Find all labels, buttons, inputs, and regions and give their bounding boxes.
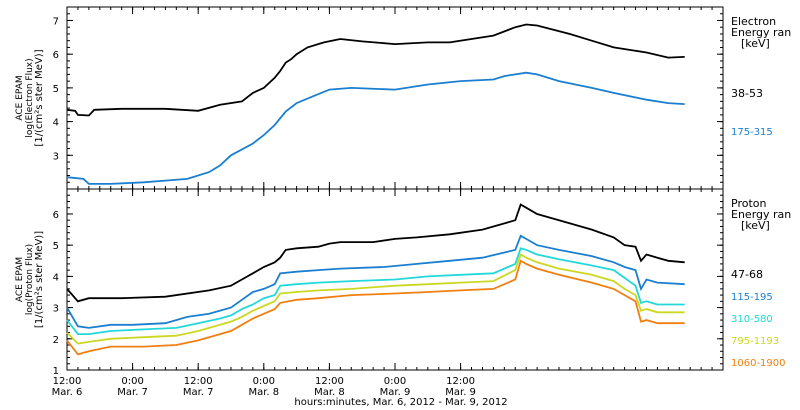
y-axis-label: log(Electron Flux) bbox=[25, 58, 35, 137]
series-line-115-195 bbox=[66, 234, 685, 329]
panel-1: 3 4 5 6 7 ACE EPAM log(Electron Flux) [1/(cm²s … bbox=[15, 6, 791, 190]
legend-title: Energy ran bbox=[731, 26, 791, 39]
x-axis-label: hours:minutes, Mar. 6, 2012 - Mar. 9, 20… bbox=[294, 397, 507, 408]
series-line-1060-1900 bbox=[66, 259, 685, 356]
y-tick-label: 4 bbox=[53, 272, 59, 283]
legend-entry: 115-195 bbox=[731, 292, 773, 303]
y-tick-label: 7 bbox=[53, 16, 59, 27]
panel-2: 1 2 3 4 5 6 ACE EPAM log(Proton Flux) [1/(cm²s s… bbox=[15, 188, 791, 377]
legend-title: Electron bbox=[731, 15, 776, 28]
x-tick-date: Mar. 8 bbox=[248, 387, 279, 398]
legend-title: [keV] bbox=[741, 37, 770, 50]
legend-entry: 47-68 bbox=[731, 268, 763, 281]
y-tick-label: 4 bbox=[53, 118, 59, 129]
y-axis-label: [1/(cm²s ster MeV)] bbox=[34, 231, 45, 328]
x-tick-time: 0:00 bbox=[384, 376, 406, 387]
legend-title: [keV] bbox=[741, 219, 770, 232]
x-tick-date: Mar. 8 bbox=[314, 387, 345, 398]
series-line-47-68 bbox=[66, 203, 685, 303]
x-tick-date: Mar. 9 bbox=[445, 387, 476, 398]
series-line-175-315 bbox=[66, 71, 685, 185]
series-line-795-1193 bbox=[66, 253, 685, 345]
legend-entry: 175-315 bbox=[731, 127, 773, 138]
y-axis-label: ACE EPAM bbox=[15, 75, 25, 120]
y-axis-label: ACE EPAM bbox=[15, 257, 25, 302]
legend-entry: 310-580 bbox=[731, 314, 773, 325]
x-tick-time: 12:00 bbox=[53, 376, 82, 387]
series-line-310-580 bbox=[66, 247, 685, 335]
legend-entry: 1060-1900 bbox=[731, 358, 786, 369]
x-tick-date: Mar. 7 bbox=[117, 387, 148, 398]
y-tick-label: 5 bbox=[53, 241, 59, 252]
x-tick-date: Mar. 9 bbox=[380, 387, 411, 398]
y-axis-label: log(Proton Flux) bbox=[25, 244, 35, 315]
x-tick-time: 0:00 bbox=[121, 376, 143, 387]
x-tick-time: 12:00 bbox=[184, 376, 213, 387]
legend-title: Energy ran bbox=[731, 208, 791, 221]
series-line-38-53 bbox=[66, 23, 685, 117]
x-tick-time: 0:00 bbox=[253, 376, 275, 387]
plot-frame bbox=[66, 6, 724, 190]
legend-entry: 38-53 bbox=[731, 87, 763, 100]
x-tick-time: 12:00 bbox=[315, 376, 344, 387]
legend-title: Proton bbox=[731, 197, 766, 210]
y-tick-label: 3 bbox=[53, 151, 59, 162]
y-tick-label: 5 bbox=[53, 84, 59, 95]
legend-entry: 795-1193 bbox=[731, 336, 779, 347]
y-axis-label: [1/(cm²s ster MeV)] bbox=[34, 49, 45, 146]
y-tick-label: 6 bbox=[53, 210, 59, 221]
x-tick-date: Mar. 7 bbox=[183, 387, 214, 398]
y-tick-label: 1 bbox=[53, 366, 59, 377]
y-tick-label: 3 bbox=[53, 304, 59, 315]
y-tick-label: 6 bbox=[53, 50, 59, 61]
x-tick-time: 12:00 bbox=[446, 376, 475, 387]
y-tick-label: 2 bbox=[53, 335, 59, 346]
x-tick-date: Mar. 6 bbox=[52, 387, 83, 398]
